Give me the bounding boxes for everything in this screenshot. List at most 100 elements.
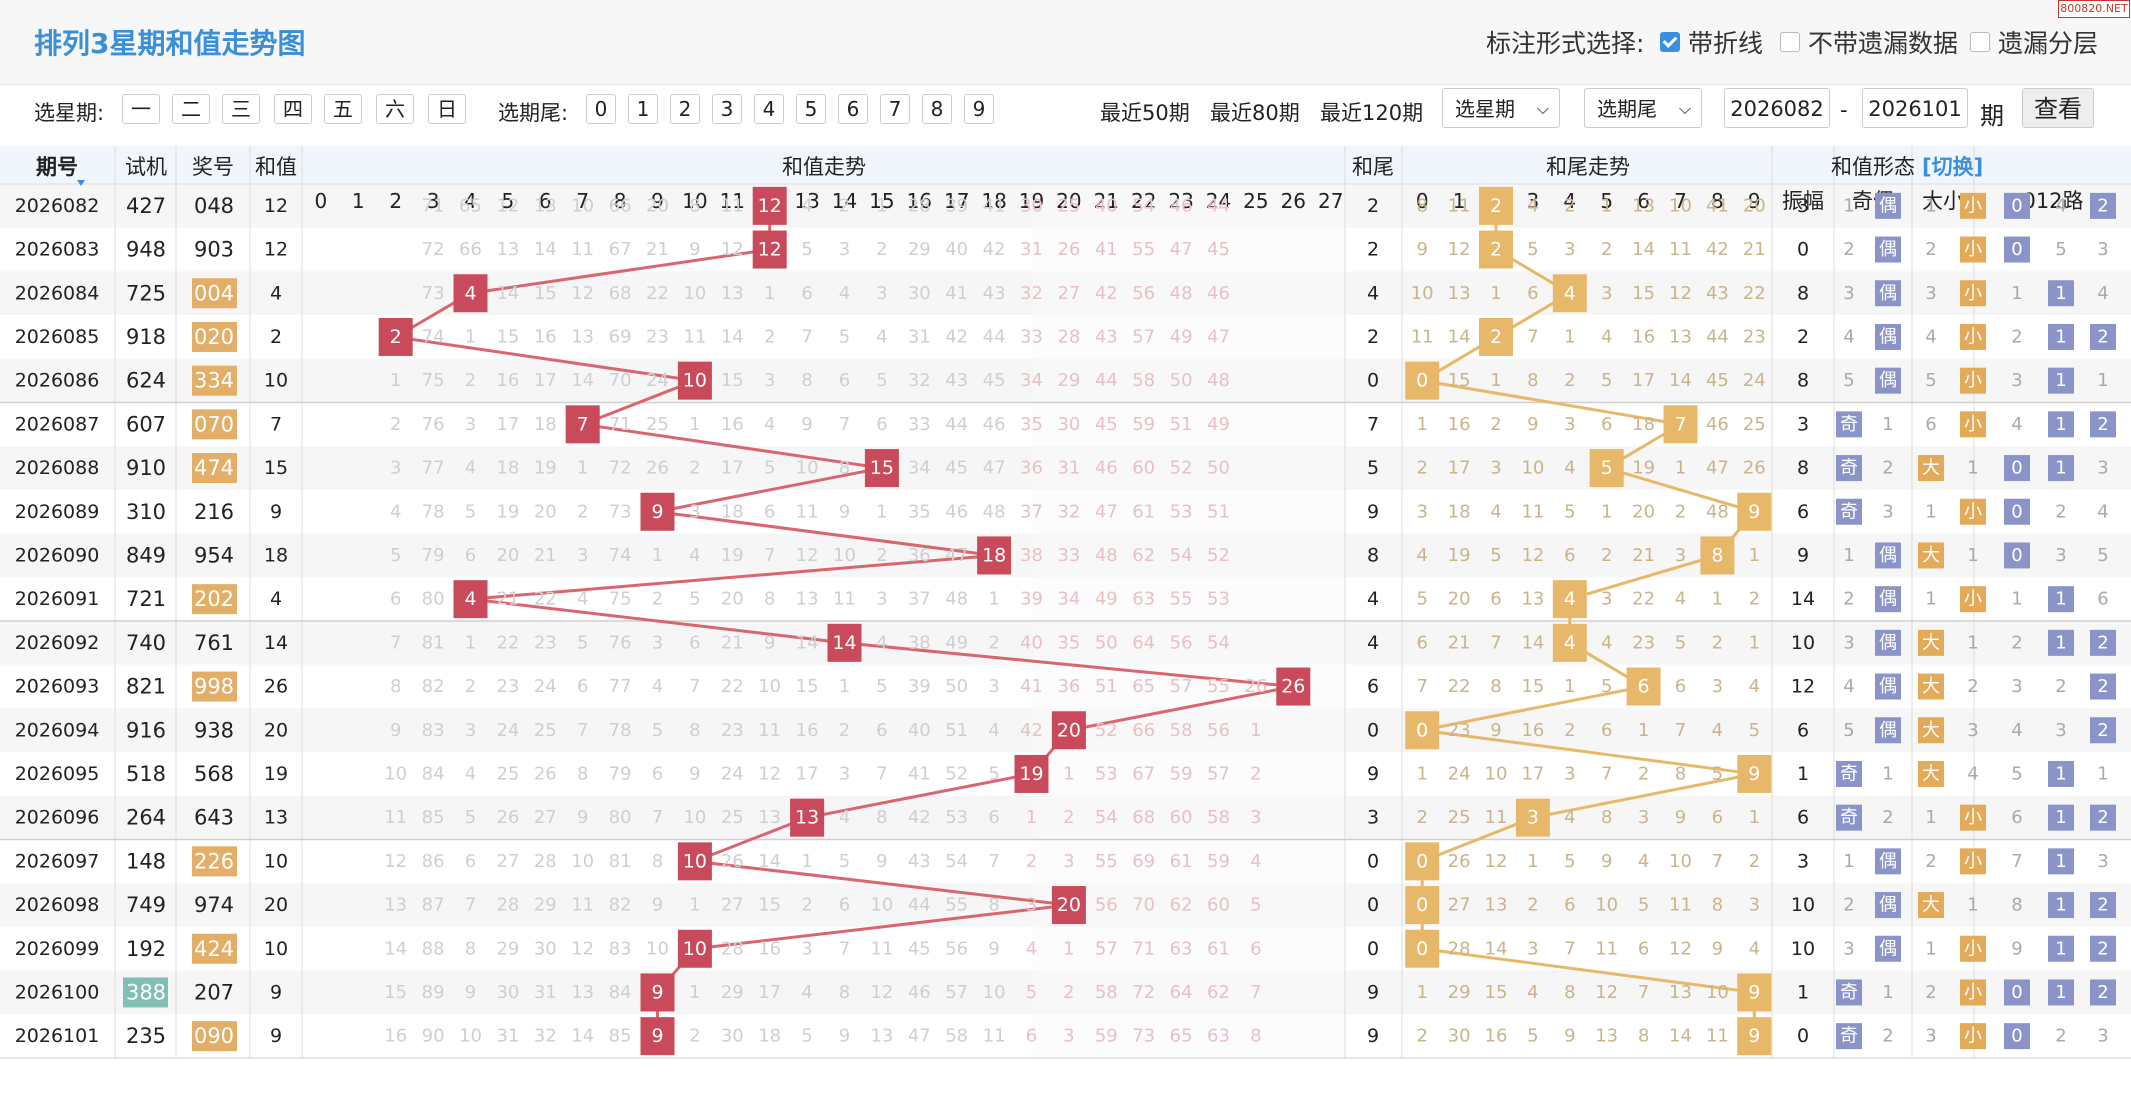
weekday-select[interactable]: 选星期 ⌵ xyxy=(1442,88,1560,128)
sum-miss-value: 2 xyxy=(390,414,401,435)
tail-select[interactable]: 选期尾 ⌵ xyxy=(1584,88,1702,128)
sum-hit-marker xyxy=(378,317,413,356)
sum-hit-marker xyxy=(1014,754,1049,793)
tail-button[interactable]: 9 xyxy=(964,94,994,124)
tail-miss-value: 5 xyxy=(1712,763,1723,784)
option-with-line[interactable]: 带折线 xyxy=(1660,24,1763,60)
tail-miss-value: 1 xyxy=(1564,676,1575,697)
header-period: 期号 xyxy=(36,155,78,179)
tail-miss-value: 3 xyxy=(1416,501,1427,522)
tail-miss-value: 5 xyxy=(1490,545,1501,566)
sum-miss-value: 5 xyxy=(876,370,887,391)
tail-miss-value: 1 xyxy=(1749,545,1760,566)
tail-miss-value: 13 xyxy=(1632,195,1655,216)
sum-miss-value: 8 xyxy=(876,807,887,828)
prize-cell: 643 xyxy=(194,806,234,830)
tail-hit-marker xyxy=(1737,973,1772,1012)
switch-link[interactable]: [切换] xyxy=(1922,155,1983,179)
tail-button[interactable]: 3 xyxy=(712,94,742,124)
sum-miss-value: 8 xyxy=(839,982,850,1003)
weekday-button[interactable]: 四 xyxy=(274,94,312,124)
tail-hit-marker xyxy=(1737,1017,1772,1056)
tail-miss-value: 16 xyxy=(1485,1026,1508,1047)
tail-miss-value: 1 xyxy=(1416,414,1427,435)
sum-miss-value: 27 xyxy=(1057,283,1080,304)
sum-cell: 20 xyxy=(264,719,288,741)
tail-button[interactable]: 0 xyxy=(586,94,616,124)
tail-button[interactable]: 2 xyxy=(670,94,700,124)
tail-miss-value: 44 xyxy=(1706,326,1729,347)
sum-miss-value: 46 xyxy=(945,501,968,522)
tail-miss-value: 2 xyxy=(1564,370,1575,391)
option-no-miss-data[interactable]: 不带遗漏数据 xyxy=(1780,24,1958,60)
weekday-button[interactable]: 日 xyxy=(428,94,466,124)
option-miss-layer[interactable]: 遗漏分层 xyxy=(1970,24,2098,60)
tail-button[interactable]: 5 xyxy=(796,94,826,124)
weekday-button[interactable]: 五 xyxy=(324,94,362,124)
parity-badge xyxy=(1875,629,1901,656)
tail-button[interactable]: 1 xyxy=(628,94,658,124)
tail-hit-marker xyxy=(1552,580,1587,619)
sum-miss-value: 10 xyxy=(683,807,706,828)
sum-miss-value: 32 xyxy=(1057,501,1080,522)
tail-miss-value: 26 xyxy=(1743,458,1766,479)
parity-miss: 4 xyxy=(1843,676,1854,697)
tail-hit-marker xyxy=(1700,536,1735,575)
start-period-input[interactable]: 2026082 xyxy=(1724,88,1830,128)
recent-80-link[interactable]: 最近80期 xyxy=(1210,101,1300,125)
sum-miss-value: 2 xyxy=(764,326,775,347)
size-value: 大 xyxy=(1922,763,1940,784)
tail-button[interactable]: 6 xyxy=(838,94,868,124)
sum-miss-value: 17 xyxy=(534,370,557,391)
amplitude-cell: 2 xyxy=(1797,326,1809,348)
tail-button[interactable]: 7 xyxy=(880,94,910,124)
checkbox-unchecked-icon[interactable] xyxy=(1970,32,1990,52)
parity-miss: 3 xyxy=(1843,938,1854,959)
recent-120-link[interactable]: 最近120期 xyxy=(1320,101,1424,125)
end-period-input[interactable]: 2026101 xyxy=(1862,88,1968,128)
sum-miss-value: 30 xyxy=(1020,195,1043,216)
weekday-button[interactable]: 六 xyxy=(376,94,414,124)
sum-miss-value: 76 xyxy=(609,632,632,653)
sum-miss-value: 12 xyxy=(870,982,893,1003)
sum-miss-value: 19 xyxy=(721,545,744,566)
sum-miss-value: 10 xyxy=(384,763,407,784)
tail-button[interactable]: 4 xyxy=(754,94,784,124)
sum-miss-value: 25 xyxy=(721,807,744,828)
road-badge xyxy=(2090,717,2116,744)
road-badge xyxy=(2048,323,2074,350)
checkbox-unchecked-icon[interactable] xyxy=(1780,32,1800,52)
recent-50-link[interactable]: 最近50期 xyxy=(1100,101,1190,125)
weekday-button[interactable]: 二 xyxy=(172,94,210,124)
sum-hit-value: 26 xyxy=(1281,676,1305,698)
parity-badge xyxy=(1875,367,1901,394)
sum-miss-value: 57 xyxy=(1170,676,1193,697)
tail-miss-value: 4 xyxy=(1416,545,1427,566)
tail-miss-value: 30 xyxy=(1448,1026,1471,1047)
sum-miss-value: 28 xyxy=(721,938,744,959)
sum-col-header: 10 xyxy=(682,189,707,213)
weekday-button[interactable]: 三 xyxy=(222,94,260,124)
checkbox-checked-icon[interactable] xyxy=(1660,32,1680,52)
sum-miss-value: 11 xyxy=(721,195,744,216)
sum-miss-value: 80 xyxy=(422,589,445,610)
tail-miss-value: 2 xyxy=(1749,851,1760,872)
sum-miss-value: 3 xyxy=(652,632,663,653)
sum-miss-value: 9 xyxy=(465,982,476,1003)
tail-hit-marker xyxy=(1737,754,1772,793)
sum-hit-value: 10 xyxy=(683,370,707,392)
size-miss: 1 xyxy=(1967,632,1978,653)
tail-hit-value: 7 xyxy=(1674,413,1686,435)
sum-hit-marker xyxy=(752,186,787,225)
tail-miss-value: 15 xyxy=(1632,283,1655,304)
weekday-button[interactable]: 一 xyxy=(122,94,160,124)
sum-miss-value: 61 xyxy=(1132,501,1155,522)
sum-col-header: 22 xyxy=(1131,189,1156,213)
sum-hit-marker xyxy=(1051,886,1086,925)
parity-value: 偶 xyxy=(1879,720,1897,741)
tail-miss-value: 3 xyxy=(1490,458,1501,479)
amplitude-cell: 1 xyxy=(1797,763,1809,785)
sort-desc-icon[interactable] xyxy=(77,180,85,186)
query-button[interactable]: 查看 xyxy=(2022,88,2094,128)
tail-button[interactable]: 8 xyxy=(922,94,952,124)
